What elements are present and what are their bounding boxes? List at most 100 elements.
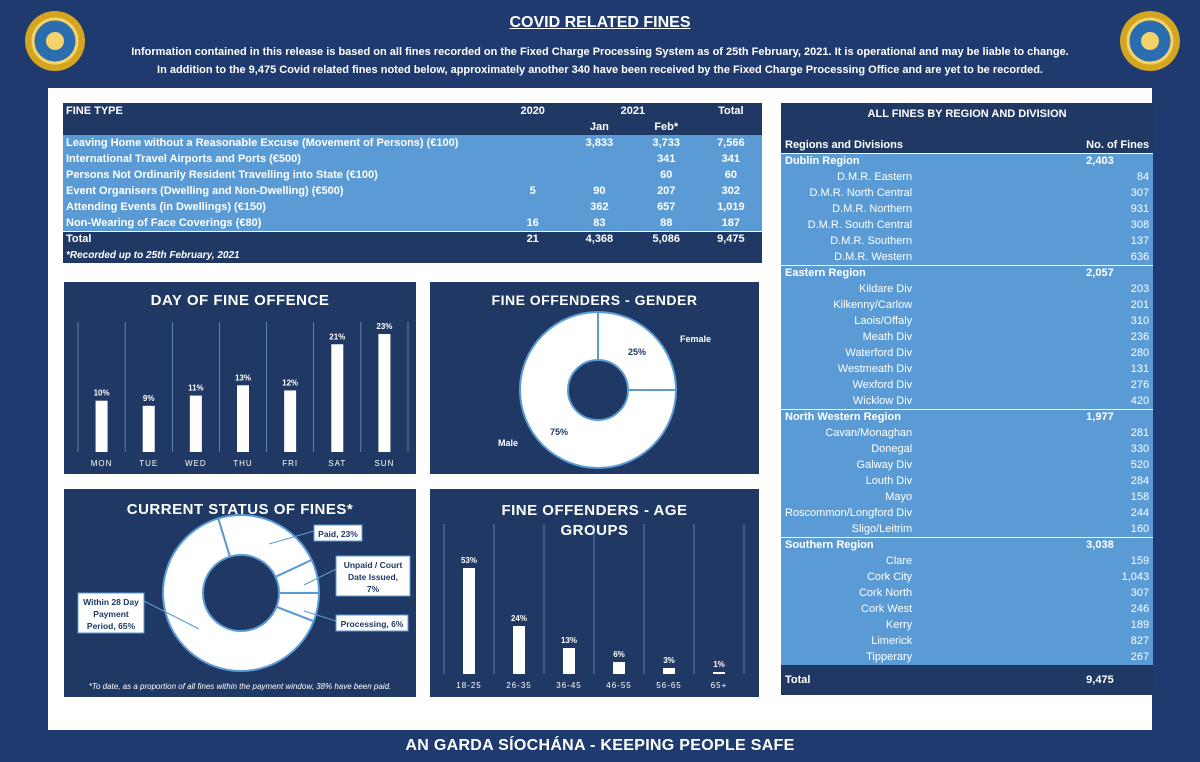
category-label: FRI <box>282 459 298 468</box>
callout-label: Within 28 Day Payment Period, 65% <box>83 597 139 631</box>
division-name: Galway Div <box>856 459 913 471</box>
pie-slice <box>519 310 678 469</box>
division-row: Wicklow Div 420 <box>781 393 1154 409</box>
data-label: 24% <box>511 614 527 623</box>
data-label: 23% <box>376 322 392 331</box>
garda-crest-logo-right <box>1120 11 1180 71</box>
fine-row: Leaving Home without a Reasonable Excuse… <box>63 135 762 151</box>
gender-chart: FINE OFFENDERS - GENDER 25% Female 75% Male <box>429 281 760 475</box>
col-header-jan: Jan <box>589 121 609 133</box>
division-row: Kilkenny/Carlow 201 <box>781 297 1154 313</box>
col-header-feb: Feb* <box>654 121 679 133</box>
division-count: 201 <box>1130 299 1150 311</box>
callout-label: Paid, 23% <box>318 529 358 539</box>
division-count: 307 <box>1130 587 1150 599</box>
division-row: Westmeath Div 131 <box>781 361 1154 377</box>
cell-type: International Travel Airports and Ports … <box>66 153 301 165</box>
bar <box>142 405 155 452</box>
col-header-total: Total <box>718 105 744 117</box>
division-name: Kerry <box>885 619 913 631</box>
bar <box>513 626 525 674</box>
division-count: 246 <box>1130 603 1150 615</box>
division-row: Mayo 158 <box>781 489 1154 505</box>
division-row: Limerick 827 <box>781 633 1154 649</box>
data-label: 9% <box>143 394 155 403</box>
region-total: 2,057 <box>1082 264 1154 281</box>
cell-feb: 657 <box>657 201 676 213</box>
division-name: Cavan/Monaghan <box>825 427 913 439</box>
region-name: Southern Region <box>781 536 1083 553</box>
category-label: SUN <box>374 459 394 468</box>
category-label: 36-45 <box>556 681 581 690</box>
division-count: 931 <box>1130 203 1150 215</box>
division-row: Wexford Div 276 <box>781 377 1154 393</box>
division-count: 203 <box>1130 283 1150 295</box>
pie-slice <box>597 310 678 391</box>
division-name: Westmeath Div <box>837 363 913 375</box>
callout-box <box>77 592 145 634</box>
cell-y2020 <box>499 199 566 215</box>
cell-y2020 <box>499 167 566 183</box>
division-row: Tipperary 267 <box>781 649 1154 665</box>
division-name: Kilkenny/Carlow <box>833 299 913 311</box>
total-row: Total 21 4,368 5,086 9,475 <box>63 230 762 247</box>
category-label: 26-35 <box>506 681 531 690</box>
region-name: Eastern Region <box>781 264 1083 281</box>
division-row: D.M.R. Western 636 <box>781 249 1154 265</box>
data-label: 13% <box>235 373 251 382</box>
category-label: 46-55 <box>606 681 631 690</box>
division-name: Cork City <box>866 571 913 583</box>
page-title: COVID RELATED FINES <box>509 14 691 31</box>
division-row: D.M.R. Southern 137 <box>781 233 1154 249</box>
cell-total: 187 <box>721 216 741 229</box>
division-count: 131 <box>1130 363 1150 375</box>
cell-total: 7,566 <box>717 137 745 149</box>
col-header-region: Regions and Divisions <box>785 138 903 151</box>
cell-jan: 362 <box>590 201 609 213</box>
division-name: Wicklow Div <box>852 394 913 407</box>
col-header-2020: 2020 <box>520 105 545 117</box>
division-row: Waterford Div 280 <box>781 345 1154 361</box>
cell-jan: 3,833 <box>585 137 614 149</box>
bar <box>713 672 725 674</box>
division-name: Sligo/Leitrim <box>851 522 913 535</box>
col-header-count: No. of Fines <box>1086 138 1150 151</box>
cell-jan <box>566 167 633 183</box>
fine-row: Attending Events (in Dwellings) (€150) 36… <box>63 199 762 215</box>
division-name: Louth Div <box>865 475 913 487</box>
division-count: 307 <box>1130 187 1150 199</box>
callout-label: Unpaid / Court Date Issued, 7% <box>344 560 403 594</box>
cell-jan <box>566 151 633 167</box>
division-name: D.M.R. North Central <box>809 187 913 199</box>
division-name: Waterford Div <box>845 347 913 359</box>
division-row: Galway Div 520 <box>781 457 1154 473</box>
fines-by-type-table: FINE TYPE 2020 2021 Total Jan Feb* Leaving H… <box>63 103 762 263</box>
callout-line <box>303 568 337 586</box>
fine-row: Non-Wearing of Face Coverings (€80) 16 83 8… <box>63 215 762 231</box>
division-row: D.M.R. Northern 931 <box>781 201 1154 217</box>
callout-line <box>268 530 315 545</box>
division-row: Clare 159 <box>781 553 1154 569</box>
data-label: 75% <box>550 427 568 437</box>
cell-type: Non-Wearing of Face Coverings (€80) <box>66 216 262 229</box>
category-label: MON <box>91 459 113 468</box>
division-count: 330 <box>1130 443 1150 455</box>
division-row: Cork City 1,043 <box>781 569 1154 585</box>
cell-jan: 90 <box>593 185 606 197</box>
fine-row: Persons Not Ordinarily Resident Travelli… <box>63 167 762 183</box>
division-count: 827 <box>1130 635 1150 647</box>
data-label: 53% <box>461 556 477 565</box>
division-row: D.M.R. North Central 307 <box>781 185 1154 201</box>
data-label: 1% <box>713 660 725 669</box>
pie-slice <box>162 517 315 672</box>
division-count: 520 <box>1130 459 1150 471</box>
chart-title: FINE OFFENDERS - GENDER <box>491 292 698 308</box>
division-count: 84 <box>1136 171 1150 183</box>
bar <box>95 400 108 452</box>
division-row: D.M.R. Eastern 84 <box>781 169 1154 185</box>
bar <box>237 385 249 452</box>
division-name: D.M.R. Northern <box>832 203 913 215</box>
category-label: 65+ <box>711 681 728 690</box>
division-name: Kildare Div <box>858 283 913 295</box>
division-row: Meath Div 236 <box>781 329 1154 345</box>
